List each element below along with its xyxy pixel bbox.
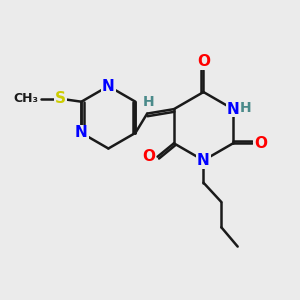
Text: H: H	[240, 100, 251, 115]
Text: N: N	[102, 79, 115, 94]
Text: O: O	[143, 149, 156, 164]
Text: H: H	[143, 95, 154, 109]
Text: O: O	[254, 136, 267, 151]
Text: S: S	[55, 91, 66, 106]
Text: N: N	[75, 125, 88, 140]
Text: N: N	[197, 153, 210, 168]
Text: CH₃: CH₃	[13, 92, 38, 105]
Text: N: N	[227, 102, 239, 117]
Text: O: O	[197, 54, 210, 69]
